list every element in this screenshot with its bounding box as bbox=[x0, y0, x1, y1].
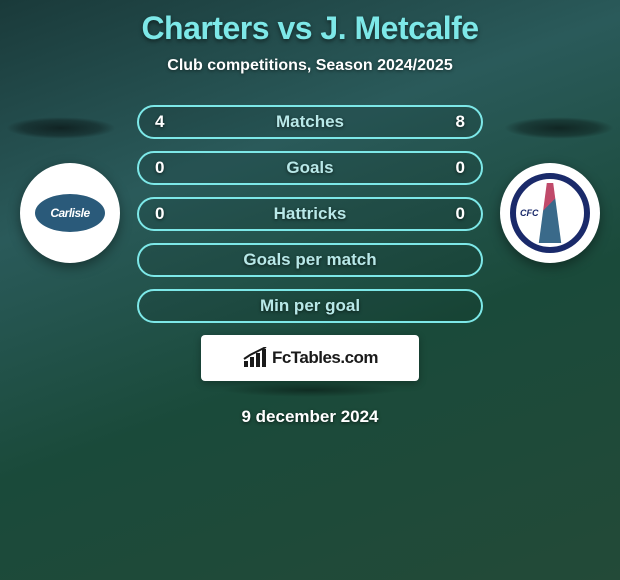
stat-row-goals-per-match: Goals per match bbox=[137, 243, 483, 277]
page-title: Charters vs J. Metcalfe bbox=[0, 10, 620, 47]
stat-matches-label: Matches bbox=[276, 112, 344, 132]
stat-goals-label: Goals bbox=[286, 158, 333, 178]
branding-text: FcTables.com bbox=[272, 348, 378, 368]
shadow-ellipse-left bbox=[6, 117, 116, 139]
branding-badge: FcTables.com bbox=[201, 335, 419, 381]
stat-row-hattricks: 0 Hattricks 0 bbox=[137, 197, 483, 231]
bar-chart-icon bbox=[242, 347, 268, 369]
subtitle: Club competitions, Season 2024/2025 bbox=[0, 57, 620, 75]
stat-goals-left: 0 bbox=[155, 158, 164, 178]
club-crest-right: CFC bbox=[500, 163, 600, 263]
stat-row-min-per-goal: Min per goal bbox=[137, 289, 483, 323]
stat-hattricks-left: 0 bbox=[155, 204, 164, 224]
snapshot-date: 9 december 2024 bbox=[0, 407, 620, 427]
stat-row-matches: 4 Matches 8 bbox=[137, 105, 483, 139]
stat-hattricks-label: Hattricks bbox=[274, 204, 347, 224]
stat-goals-right: 0 bbox=[456, 158, 465, 178]
stat-row-goals: 0 Goals 0 bbox=[137, 151, 483, 185]
stat-mpg-label: Min per goal bbox=[260, 296, 360, 316]
club-crest-right-inner: CFC bbox=[510, 173, 590, 253]
stat-rows: 4 Matches 8 0 Goals 0 0 Hattricks 0 Goal… bbox=[137, 105, 483, 323]
club-crest-left: Carlisle bbox=[20, 163, 120, 263]
stats-area: Carlisle CFC 4 Matches 8 0 Goals 0 0 Hat… bbox=[0, 105, 620, 427]
shadow-ellipse-right bbox=[504, 117, 614, 139]
stat-hattricks-right: 0 bbox=[456, 204, 465, 224]
stat-matches-left: 4 bbox=[155, 112, 164, 132]
comparison-card: Charters vs J. Metcalfe Club competition… bbox=[0, 0, 620, 580]
club-crest-left-text: Carlisle bbox=[35, 194, 105, 232]
stat-gpm-label: Goals per match bbox=[243, 250, 376, 270]
stat-matches-right: 8 bbox=[456, 112, 465, 132]
club-crest-right-text: CFC bbox=[520, 208, 539, 218]
